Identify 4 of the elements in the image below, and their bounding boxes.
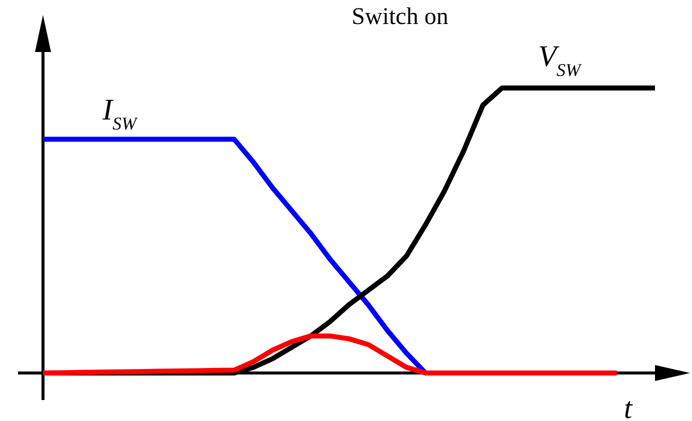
x-axis-title: t (624, 392, 633, 421)
series-label: I$_{SW}$ (102, 93, 138, 134)
series-label: V$_{SW}$ (538, 40, 583, 80)
chart-title: Switch on (352, 4, 448, 30)
